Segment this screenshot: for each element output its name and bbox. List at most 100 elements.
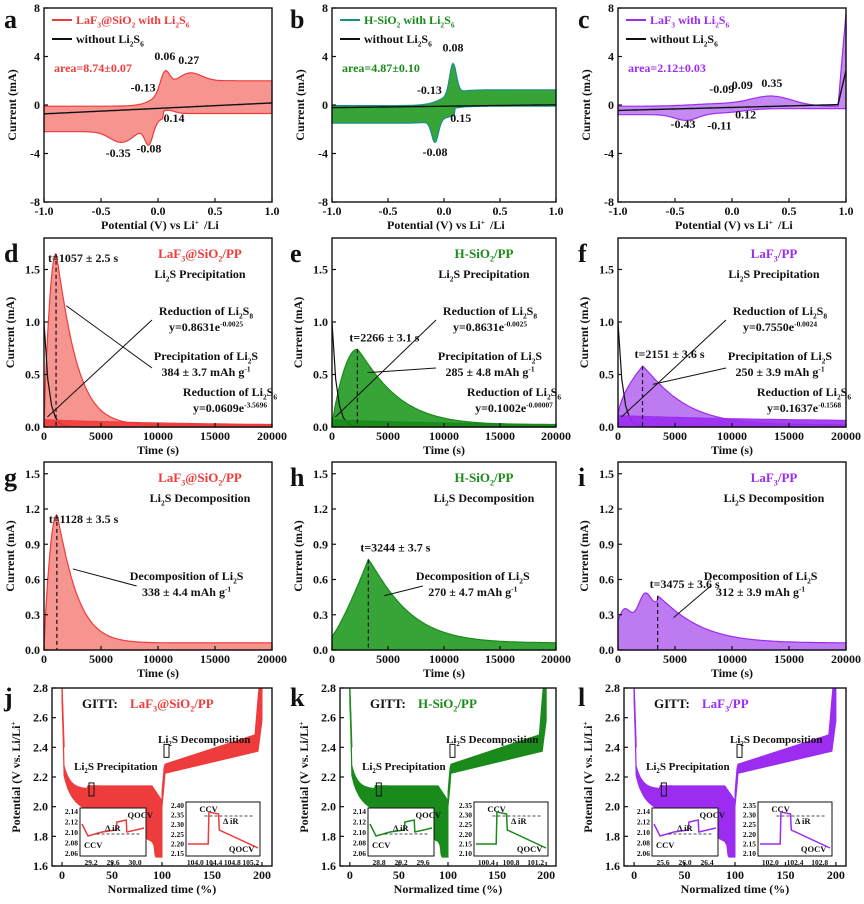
peak-label: 0.12 [735,107,756,121]
annotation: Precipitation of Li2S [154,349,259,365]
x-tick-label: 5000 [663,652,687,666]
panel-letter-a: a [4,5,17,34]
y-tick-label: 2.0 [33,800,48,814]
inset-x-tick-label: 28.8 [372,858,385,867]
y-tick-label: 1.0 [599,315,614,329]
inset-label: Δ iR [105,823,121,833]
inset-y-tick-label: 2.12 [65,818,78,827]
inset-frame [185,801,261,857]
x-tick-label: 15000 [485,429,515,443]
x-axis-label-suffix: /Li [489,218,505,232]
y-tick-label: 0.5 [25,368,40,382]
peak-label: 0.08 [442,41,463,55]
y-tick-label: 1.5 [313,263,328,277]
annotation: y=0.8631e-0.0025 [169,319,243,334]
y-tick-label: 1.5 [599,467,614,481]
panel-letter-f: f [578,239,587,268]
inset-y-tick-label: 2.20 [171,839,184,848]
y-tick-label: 2.4 [33,740,48,754]
y-tick-label: 0 [322,98,328,112]
inset-y-tick-label: 2.12 [637,818,650,827]
peak-label: -0.08 [423,145,448,159]
x-tick-label: -1.0 [609,204,628,218]
inset-label: QOCV [801,844,827,854]
x-tick-label: 10000 [429,429,459,443]
x-axis-label: Time (s) [423,666,465,680]
inset-y-tick-label: 2.10 [743,849,756,858]
x-axis-label: Normalized time (%) [681,882,790,896]
zoom-marker [163,743,170,758]
peak-time-label: t=3244 ± 3.7 s [360,541,430,555]
y-tick-label: 2.2 [321,770,336,784]
panel-title: H-SiO2/PP [455,246,514,264]
inset-label: CCV [372,840,391,850]
inset-y-tick-label: 2.10 [353,828,366,837]
x-tick-label: 100 [153,868,171,882]
inset-frame [367,807,435,857]
inset-label: Δ iR [677,823,693,833]
x-tick-label: 20000 [541,429,571,443]
annotation: 270 ± 4.7 mAh g-1 [428,584,517,599]
y-axis-label: Potential (V vs. Li/Li+ [296,721,311,832]
y-axis-label: Current (mA) [293,69,307,140]
inset-frame [757,801,833,857]
gitt-charge-band [447,687,547,807]
inset-y-tick-label: 2.08 [65,839,78,848]
zoom-marker [449,743,456,758]
x-tick-label: 5000 [376,652,400,666]
x-axis-label-suffix: /Li [777,218,793,232]
inset-x-tick-label: 25.6 [656,858,669,867]
y-axis-label: Potential (V vs. Li/Li+ [580,721,595,832]
y-axis-label: Current (mA) [579,69,593,140]
y-tick-label: 1.2 [25,502,40,516]
inset-curve [653,819,717,837]
inset-y-tick-label: 2.30 [459,811,472,820]
inset-curve [81,819,145,837]
y-tick-label: 1.2 [599,502,614,516]
area-label: area=2.12±0.03 [628,61,706,75]
x-tick-label: 20000 [257,429,287,443]
inset-frame [473,801,549,857]
x-tick-label: 0.0 [437,204,452,218]
peak-label: -0.35 [106,146,131,160]
x-tick-label: 0 [59,868,65,882]
inset-y-tick-label: 2.14 [637,807,650,816]
x-tick-label: 5000 [89,652,113,666]
y-tick-label: 8 [322,1,328,15]
peak-label: -0.13 [417,83,442,97]
annotation-arrow [335,319,437,418]
x-tick-label: -1.0 [323,204,342,218]
y-tick-label: 0.3 [25,608,40,622]
inset-frame [651,807,719,857]
inset-y-tick-label: 2.20 [459,830,472,839]
inset-curve [188,811,259,849]
y-tick-label: 1.8 [321,829,336,843]
inset-y-tick-label: 2.15 [743,839,756,848]
x-tick-label: 10000 [717,652,747,666]
annotation-arrow [673,585,711,618]
panel-letter-h: h [290,463,305,492]
panel-f: 0 5000 10000 15000 20000 0.0 0.5 1.0 1.5 LaF3/PP L… [577,237,861,457]
annotation-arrow [66,305,153,369]
inset-curve [369,819,433,837]
y-tick-label: 1.6 [321,859,336,873]
gitt-title-prefix: GITT: [370,696,406,711]
gitt-initial-drop [61,687,65,748]
precipitation-label: Li2S Precipitation [362,761,446,775]
panel-title: LaF3/PP [751,246,798,264]
panel-subtitle: Li2S Decomposition [150,491,251,507]
y-tick-label: -8 [604,195,614,209]
precipitation-label: Li2S Precipitation [74,761,158,775]
panel-e: 0 5000 10000 15000 20000 0.0 0.5 1.0 1.5 H-SiO2/P… [291,237,571,457]
x-tick-label: -1.0 [35,204,54,218]
gitt-title: H-SiO2/PP [418,696,477,714]
x-tick-label: 200 [253,868,271,882]
inset-label: QOCV [416,810,442,820]
annotation: 312 ± 3.9 mAh g-1 [716,584,805,599]
y-tick-label: 1.6 [605,859,620,873]
inset-x-tick-label: 102.4 [787,858,804,867]
inset-x-tick-label: 101.2 [527,858,544,867]
x-tick-label: 1.0 [839,204,854,218]
gitt-inset: 29.2 29.6 30.0 2.14 2.122.10 2.082.06 QOCV Δ iR… [65,807,154,867]
legend-label: LaF3 with Li2S6 [650,13,729,29]
